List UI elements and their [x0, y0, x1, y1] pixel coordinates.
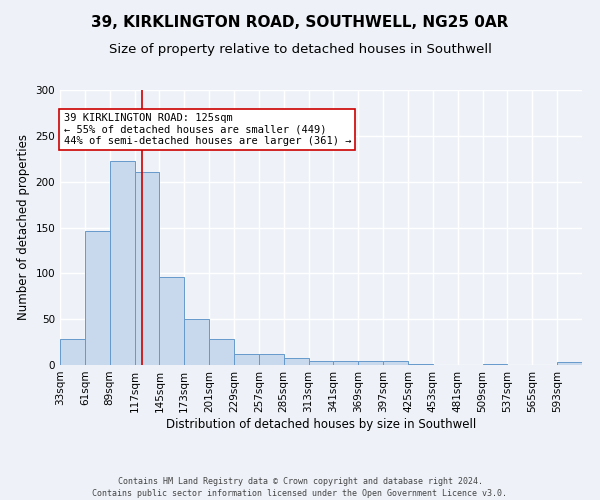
- Text: 39 KIRKLINGTON ROAD: 125sqm
← 55% of detached houses are smaller (449)
44% of se: 39 KIRKLINGTON ROAD: 125sqm ← 55% of det…: [64, 113, 351, 146]
- Bar: [308, 362, 334, 365]
- Text: Contains HM Land Registry data © Crown copyright and database right 2024.
Contai: Contains HM Land Registry data © Crown c…: [92, 476, 508, 498]
- Bar: [482, 364, 508, 365]
- Bar: [358, 362, 383, 365]
- Bar: [184, 319, 209, 365]
- Text: Size of property relative to detached houses in Southwell: Size of property relative to detached ho…: [109, 42, 491, 56]
- Bar: [209, 340, 234, 365]
- X-axis label: Distribution of detached houses by size in Southwell: Distribution of detached houses by size …: [166, 418, 476, 430]
- Bar: [110, 162, 134, 365]
- Bar: [383, 362, 408, 365]
- Bar: [334, 362, 358, 365]
- Text: 39, KIRKLINGTON ROAD, SOUTHWELL, NG25 0AR: 39, KIRKLINGTON ROAD, SOUTHWELL, NG25 0A…: [91, 15, 509, 30]
- Bar: [85, 231, 110, 365]
- Bar: [284, 358, 308, 365]
- Bar: [160, 277, 184, 365]
- Y-axis label: Number of detached properties: Number of detached properties: [17, 134, 30, 320]
- Bar: [259, 354, 284, 365]
- Bar: [234, 354, 259, 365]
- Bar: [60, 340, 85, 365]
- Bar: [557, 362, 582, 365]
- Bar: [134, 172, 160, 365]
- Bar: [408, 364, 433, 365]
